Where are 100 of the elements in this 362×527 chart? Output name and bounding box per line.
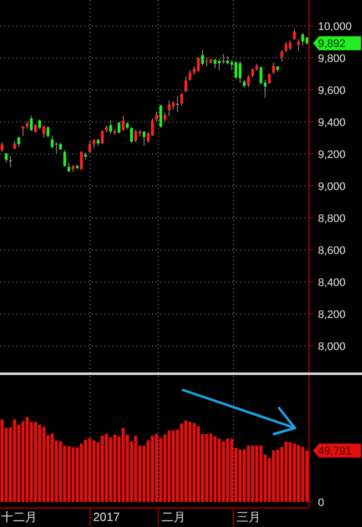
candlestick [247, 74, 250, 88]
candlestick [68, 162, 70, 172]
candlestick [288, 40, 292, 50]
candlestick [301, 32, 304, 46]
candlestick [180, 92, 184, 106]
y-tick-label: 10,000 [318, 20, 352, 33]
bar [184, 420, 188, 502]
y-tick-label: 9,600 [318, 84, 346, 97]
y-tick-label: 49,791 [318, 446, 352, 458]
bar [172, 430, 175, 502]
bar [122, 428, 125, 502]
y-tick-label: 8,200 [318, 308, 346, 321]
candlestick [205, 56, 208, 67]
bar [218, 438, 221, 502]
bar [104, 434, 108, 502]
candlestick [0, 142, 4, 152]
bar [84, 440, 88, 502]
bar [213, 436, 217, 502]
candlestick [100, 130, 104, 144]
bar [242, 450, 246, 502]
bar [251, 446, 254, 502]
x-tick-label: 三月 [236, 510, 260, 524]
x-tick-label: 十二月 [0, 510, 37, 524]
y-tick-label: 8,800 [318, 212, 346, 225]
bar [134, 436, 138, 502]
bar [76, 447, 79, 502]
x-tick-label: 二月 [161, 510, 186, 524]
candlestick [201, 50, 204, 66]
bar [63, 446, 66, 502]
candlestick [238, 60, 242, 84]
bar [180, 424, 184, 502]
y-tick-label: 8,400 [318, 276, 346, 289]
bar [26, 416, 29, 502]
bar [222, 441, 225, 502]
bar [255, 446, 258, 502]
candlestick [130, 126, 133, 144]
bar [163, 434, 167, 502]
bar [34, 422, 38, 502]
bar [100, 436, 104, 502]
candlestick [284, 42, 288, 54]
candlestick [4, 152, 8, 163]
bar [88, 438, 92, 502]
bar [292, 444, 296, 502]
candlestick [142, 130, 146, 146]
bar [71, 447, 75, 502]
bar [80, 444, 84, 502]
bar [58, 441, 62, 502]
y-tick-label: 0 [318, 496, 324, 509]
candlestick [188, 70, 192, 82]
bar [246, 446, 250, 502]
bar [21, 421, 25, 502]
bar [154, 434, 158, 502]
bar [230, 438, 234, 502]
candlestick [168, 100, 171, 117]
candlestick [118, 121, 120, 134]
bar [159, 438, 162, 502]
candlestick [84, 152, 87, 160]
bar [226, 438, 230, 502]
y-tick-label: 8,000 [318, 340, 346, 353]
bar [305, 450, 309, 502]
candlestick [222, 54, 225, 64]
y-tick-label: 9,000 [318, 180, 346, 193]
bar [67, 446, 70, 502]
bar [288, 442, 292, 502]
candlestick [54, 142, 58, 154]
bar [113, 434, 116, 502]
y-tick-label: 9,800 [318, 52, 346, 65]
bar [196, 426, 200, 502]
candlestick [155, 111, 158, 122]
candlestick [22, 125, 24, 136]
bar [192, 422, 196, 502]
candlestick [196, 56, 200, 72]
candlestick [214, 58, 216, 69]
bar [296, 444, 300, 502]
candlestick [80, 150, 83, 170]
candlestick [292, 28, 296, 40]
candlestick [9, 156, 12, 168]
candlestick [272, 62, 275, 74]
bar [238, 450, 242, 502]
bar [92, 440, 96, 502]
candlestick [260, 66, 262, 84]
text: 9,892 [318, 38, 346, 50]
candlestick [92, 138, 96, 150]
bar [276, 450, 280, 502]
candlestick [234, 60, 238, 80]
bar [188, 422, 192, 502]
bar [50, 434, 54, 502]
y-tick-label: 9,400 [318, 116, 346, 129]
x-tick-label: 2017 [93, 510, 120, 524]
candlestick [176, 96, 179, 113]
candlestick [297, 38, 300, 51]
y-tick-label: 9,200 [318, 148, 346, 161]
bar [209, 434, 212, 502]
bar [284, 442, 288, 502]
bar [259, 446, 263, 502]
candlestick [46, 126, 50, 138]
bar [42, 426, 46, 502]
bar [301, 446, 304, 502]
bar [272, 450, 276, 502]
bar [109, 437, 112, 502]
